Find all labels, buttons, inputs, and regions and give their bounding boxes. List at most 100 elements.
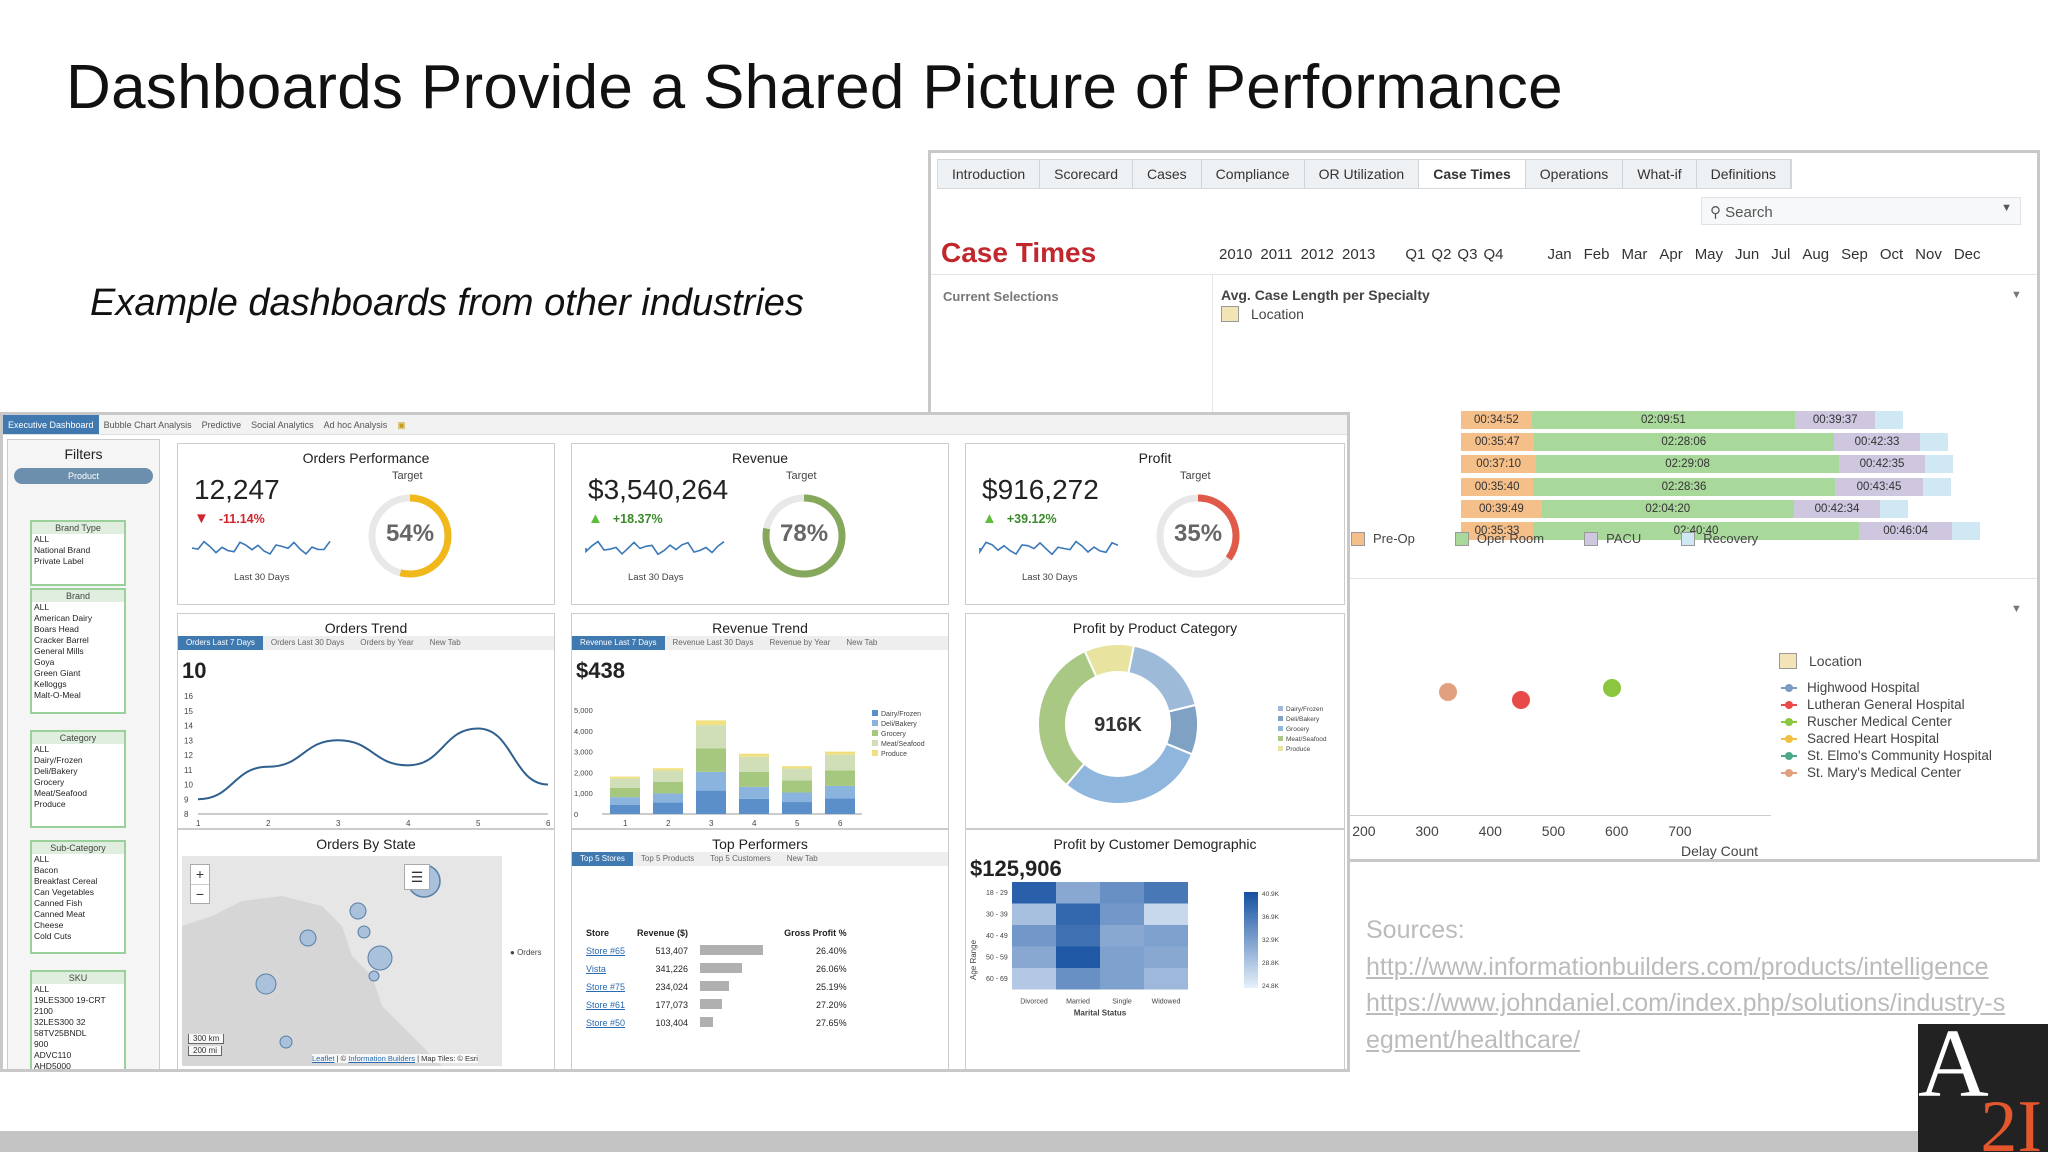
revenue-bar-segment[interactable] [739, 786, 769, 799]
export-icon[interactable]: ▣ [397, 420, 406, 430]
subtab[interactable]: Revenue Last 30 Days [672, 638, 754, 647]
heatmap-cell[interactable] [1144, 968, 1188, 990]
revenue-bar-segment[interactable] [696, 725, 726, 749]
donut-slice[interactable] [1064, 742, 1194, 805]
revenue-bar-segment[interactable] [653, 770, 683, 782]
revenue-bar-segment[interactable] [739, 771, 769, 787]
tab-or-utilization[interactable]: OR Utilization [1305, 160, 1420, 188]
map-bubble[interactable] [357, 925, 371, 939]
donut-slice[interactable] [1083, 643, 1136, 679]
tab-case-times[interactable]: Case Times [1419, 160, 1526, 188]
information-builders-link[interactable]: Information Builders [348, 1054, 415, 1063]
period-feb[interactable]: Feb [1583, 246, 1610, 263]
period-2012[interactable]: 2012 [1300, 246, 1335, 263]
filter-option[interactable]: AHD5000 [34, 1061, 71, 1071]
map-bubble[interactable] [279, 1035, 293, 1049]
heatmap-cell[interactable] [1144, 882, 1188, 904]
filter-option[interactable]: Private Label [34, 556, 84, 566]
scatter-point[interactable] [1511, 691, 1530, 709]
filter-option[interactable]: Malt-O-Meal [34, 690, 81, 700]
tab-predictive[interactable]: Predictive [201, 420, 242, 430]
revenue-bar-segment[interactable] [739, 756, 769, 772]
filter-option[interactable]: Deli/Bakery [34, 766, 78, 776]
filter-option[interactable]: Canned Fish [34, 898, 83, 908]
heatmap-cell[interactable] [1100, 882, 1144, 904]
period-jun[interactable]: Jun [1735, 246, 1760, 263]
revenue-bar-segment[interactable] [653, 781, 683, 794]
filter-option[interactable]: ALL [34, 984, 50, 994]
tab-compliance[interactable]: Compliance [1202, 160, 1305, 188]
scatter-point[interactable] [1439, 683, 1457, 701]
filter-brand[interactable]: Brand ALL American Dairy Boars Head Cracker … [30, 588, 126, 714]
revenue-bar-segment[interactable] [696, 748, 726, 772]
revenue-bar-segment[interactable] [825, 754, 855, 771]
period-jul[interactable]: Jul [1771, 246, 1791, 263]
chevron-down-icon[interactable]: ▼ [2011, 603, 2022, 615]
period-may[interactable]: May [1694, 246, 1724, 263]
revenue-bar-segment[interactable] [653, 802, 683, 814]
heatmap-cell[interactable] [1056, 903, 1100, 926]
store-link[interactable]: Store #50 [586, 1018, 626, 1028]
revenue-bar-segment[interactable] [825, 785, 855, 799]
revenue-bar-segment[interactable] [782, 792, 812, 803]
filter-option[interactable]: 58TV25BNDL [34, 1028, 87, 1038]
heatmap-cell[interactable] [1100, 968, 1144, 990]
revenue-bar-segment[interactable] [610, 787, 640, 798]
filter-option[interactable]: Boars Head [34, 624, 79, 634]
period-2011[interactable]: 2011 [1260, 246, 1293, 263]
filter-brand-type[interactable]: Brand Type ALL National Brand Private Label [30, 520, 126, 586]
revenue-bar-segment[interactable] [696, 720, 726, 726]
zoom-in-button[interactable]: + [191, 865, 209, 885]
filter-option[interactable]: 19LES300 19-CRT [34, 995, 106, 1005]
filter-option[interactable]: Bacon [34, 865, 59, 875]
heatmap-cell[interactable] [1012, 882, 1056, 904]
period-mar[interactable]: Mar [1621, 246, 1648, 263]
product-filter-button[interactable]: Product [14, 468, 153, 484]
tab-executive-dashboard[interactable]: Executive Dashboard [3, 415, 99, 434]
subtab[interactable]: Revenue by Year [769, 638, 831, 647]
map-bubble[interactable] [349, 902, 367, 920]
filter-option[interactable]: Breakfast Cereal [34, 876, 98, 886]
heatmap-cell[interactable] [1056, 925, 1100, 947]
tab-definitions[interactable]: Definitions [1697, 160, 1791, 188]
filter-option[interactable]: Meat/Seafood [34, 788, 87, 798]
layers-icon[interactable]: ☰ [404, 864, 430, 890]
zoom-out-button[interactable]: − [195, 886, 205, 902]
map[interactable]: + − ☰ 300 km 200 mi Leaflet | © Informat… [182, 856, 502, 1066]
heatmap-cell[interactable] [1056, 968, 1100, 990]
filter-sku[interactable]: SKU ALL 19LES300 19-CRT 2100 32LES300 32 58TV… [30, 970, 126, 1071]
subtab[interactable]: New Tab [786, 854, 818, 863]
tab-bubble-chart-analysis[interactable]: Bubble Chart Analysis [103, 420, 192, 430]
tab-scorecard[interactable]: Scorecard [1040, 160, 1133, 188]
filter-option[interactable]: Canned Meat [34, 909, 86, 919]
revenue-bar-segment[interactable] [610, 797, 640, 805]
store-link[interactable]: Store #75 [586, 982, 626, 992]
map-bubble[interactable] [299, 929, 317, 947]
revenue-bar-segment[interactable] [782, 802, 812, 814]
filter-option[interactable]: Can Vegetables [34, 887, 95, 897]
scatter-point[interactable] [1603, 679, 1622, 697]
revenue-bar-segment[interactable] [653, 768, 683, 771]
subtab[interactable]: Revenue Last 7 Days [572, 636, 665, 650]
heatmap-cell[interactable] [1144, 903, 1188, 926]
filter-option[interactable]: American Dairy [34, 613, 93, 623]
period-q2[interactable]: Q2 [1431, 246, 1452, 263]
filter-option[interactable]: Cheese [34, 920, 64, 930]
revenue-bar-segment[interactable] [739, 753, 769, 757]
revenue-bar-segment[interactable] [610, 778, 640, 788]
donut-slice[interactable] [1037, 649, 1098, 787]
revenue-bar-segment[interactable] [782, 768, 812, 781]
period-q1[interactable]: Q1 [1405, 246, 1426, 263]
heatmap-cell[interactable] [1100, 946, 1144, 969]
heatmap-cell[interactable] [1056, 946, 1100, 969]
revenue-bar-segment[interactable] [610, 776, 640, 779]
filter-option[interactable]: Dairy/Frozen [34, 755, 83, 765]
subtab[interactable]: New Tab [429, 638, 461, 647]
period-sep[interactable]: Sep [1841, 246, 1868, 263]
filter-option[interactable]: 32LES300 32 [34, 1017, 86, 1027]
heatmap-cell[interactable] [1144, 925, 1188, 947]
revenue-bar-segment[interactable] [739, 798, 769, 814]
period-apr[interactable]: Apr [1659, 246, 1683, 263]
subtab[interactable]: Top 5 Customers [710, 854, 771, 863]
period-oct[interactable]: Oct [1879, 246, 1904, 263]
